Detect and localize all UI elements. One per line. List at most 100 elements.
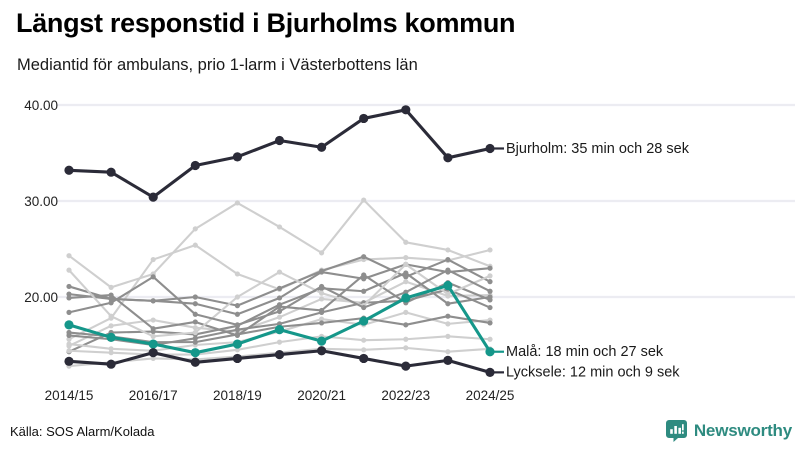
background-series-point xyxy=(108,350,114,356)
series-point xyxy=(443,355,453,365)
background-series-point xyxy=(445,349,451,355)
background-series-point xyxy=(361,304,367,311)
page-subtitle: Mediantid för ambulans, prio 1-larm i Vä… xyxy=(17,56,418,74)
series-point xyxy=(317,336,327,346)
background-series-point xyxy=(361,276,367,282)
background-series-point xyxy=(108,296,114,302)
background-series-point xyxy=(445,267,451,273)
background-series-point xyxy=(276,285,283,291)
background-series-point xyxy=(403,261,409,267)
footer-divider xyxy=(0,418,800,419)
background-series-point xyxy=(403,322,409,328)
series-point xyxy=(64,356,74,366)
background-series-point xyxy=(361,288,367,294)
background-series-point xyxy=(66,348,72,354)
background-series-point xyxy=(108,313,114,319)
background-series-point xyxy=(319,307,325,314)
series-point xyxy=(359,316,369,326)
background-series-point xyxy=(192,335,198,341)
series-point xyxy=(64,320,74,330)
background-series-point xyxy=(150,355,156,362)
background-series-point xyxy=(234,327,240,333)
series-point xyxy=(232,339,242,349)
background-series-point xyxy=(192,301,198,307)
background-series-point xyxy=(234,294,240,300)
x-axis-tick-label: 2022/23 xyxy=(381,388,430,403)
background-series-point xyxy=(234,347,240,353)
background-series-point xyxy=(276,304,283,310)
background-series-point xyxy=(403,274,409,280)
y-axis-tick-label: 20.00 xyxy=(24,290,58,305)
background-series-point xyxy=(319,296,325,302)
background-series-point xyxy=(487,273,493,279)
series-point xyxy=(232,152,242,162)
background-series-point xyxy=(66,283,72,290)
background-series-point xyxy=(319,250,325,256)
background-series-point xyxy=(108,300,114,306)
background-series-point xyxy=(150,256,156,263)
background-series-point xyxy=(361,337,367,343)
background-series-point xyxy=(150,298,156,304)
background-series-point xyxy=(487,288,493,294)
background-series-point xyxy=(445,313,451,319)
background-series-point xyxy=(150,317,156,323)
chart-canvas: 20.00 30.00 40.00 2014/15 2016/17 2018/19 202… xyxy=(24,98,795,403)
background-series-point xyxy=(319,290,325,296)
x-axis-tick-label: 2016/17 xyxy=(129,388,178,403)
background-series-point xyxy=(192,311,198,317)
series-point xyxy=(106,359,116,369)
series-point xyxy=(443,153,453,163)
background-series-point xyxy=(192,339,198,345)
series-point xyxy=(148,348,158,358)
background-series-point xyxy=(108,292,114,298)
x-axis-tick-label: 2020/21 xyxy=(297,388,346,403)
background-series-point xyxy=(319,268,325,274)
y-axis-tick-label: 40.00 xyxy=(24,98,58,113)
bar-chart-logo-icon xyxy=(665,420,687,442)
background-series-point xyxy=(108,323,114,329)
background-series-point xyxy=(66,253,72,259)
newsworthy-logo: Newsworthy xyxy=(665,420,792,442)
series-point xyxy=(190,160,200,171)
page-title: Längst responstid i Bjurholms kommun xyxy=(16,8,516,38)
background-series-point xyxy=(108,346,114,352)
series-point xyxy=(148,339,158,349)
background-series-point xyxy=(361,254,367,260)
background-series-point xyxy=(192,226,198,232)
background-series-point xyxy=(276,224,283,230)
x-axis-tick-label: 2024/25 xyxy=(466,388,515,403)
background-series-point xyxy=(445,321,451,327)
series-point xyxy=(106,167,116,177)
series-point xyxy=(401,293,411,303)
background-series-point xyxy=(487,265,493,271)
background-series-point xyxy=(276,269,283,275)
background-series-point xyxy=(319,316,325,322)
y-axis-tick-label: 30.00 xyxy=(24,194,58,209)
background-series-point xyxy=(403,279,409,285)
series-point xyxy=(401,361,411,371)
series-point xyxy=(317,346,327,356)
background-series-point xyxy=(192,242,198,248)
background-series-point xyxy=(66,291,72,297)
y-axis-labels: 20.00 30.00 40.00 xyxy=(24,98,58,305)
series-line-bjurholm xyxy=(67,108,492,199)
background-series-point xyxy=(487,304,493,311)
series-point xyxy=(190,357,200,367)
background-series-point xyxy=(192,329,198,336)
series-label-lycksele: Lycksele: 12 min och 9 sek xyxy=(506,365,680,381)
background-series-point xyxy=(66,267,72,273)
series-point xyxy=(359,113,369,124)
background-series-point xyxy=(445,291,451,297)
background-series-point xyxy=(108,284,114,290)
background-series-point xyxy=(487,279,493,285)
series-point xyxy=(148,192,158,202)
series-point xyxy=(401,105,411,115)
background-series-point xyxy=(150,326,156,332)
series-label-malå: Malå: 18 min och 27 sek xyxy=(506,344,664,360)
line-chart: 20.00 30.00 40.00 2014/15 2016/17 2018/19 202… xyxy=(0,88,800,408)
background-series-point xyxy=(403,289,409,295)
background-series-point xyxy=(276,339,283,345)
background-series-point xyxy=(66,309,72,315)
series-point xyxy=(190,348,200,358)
